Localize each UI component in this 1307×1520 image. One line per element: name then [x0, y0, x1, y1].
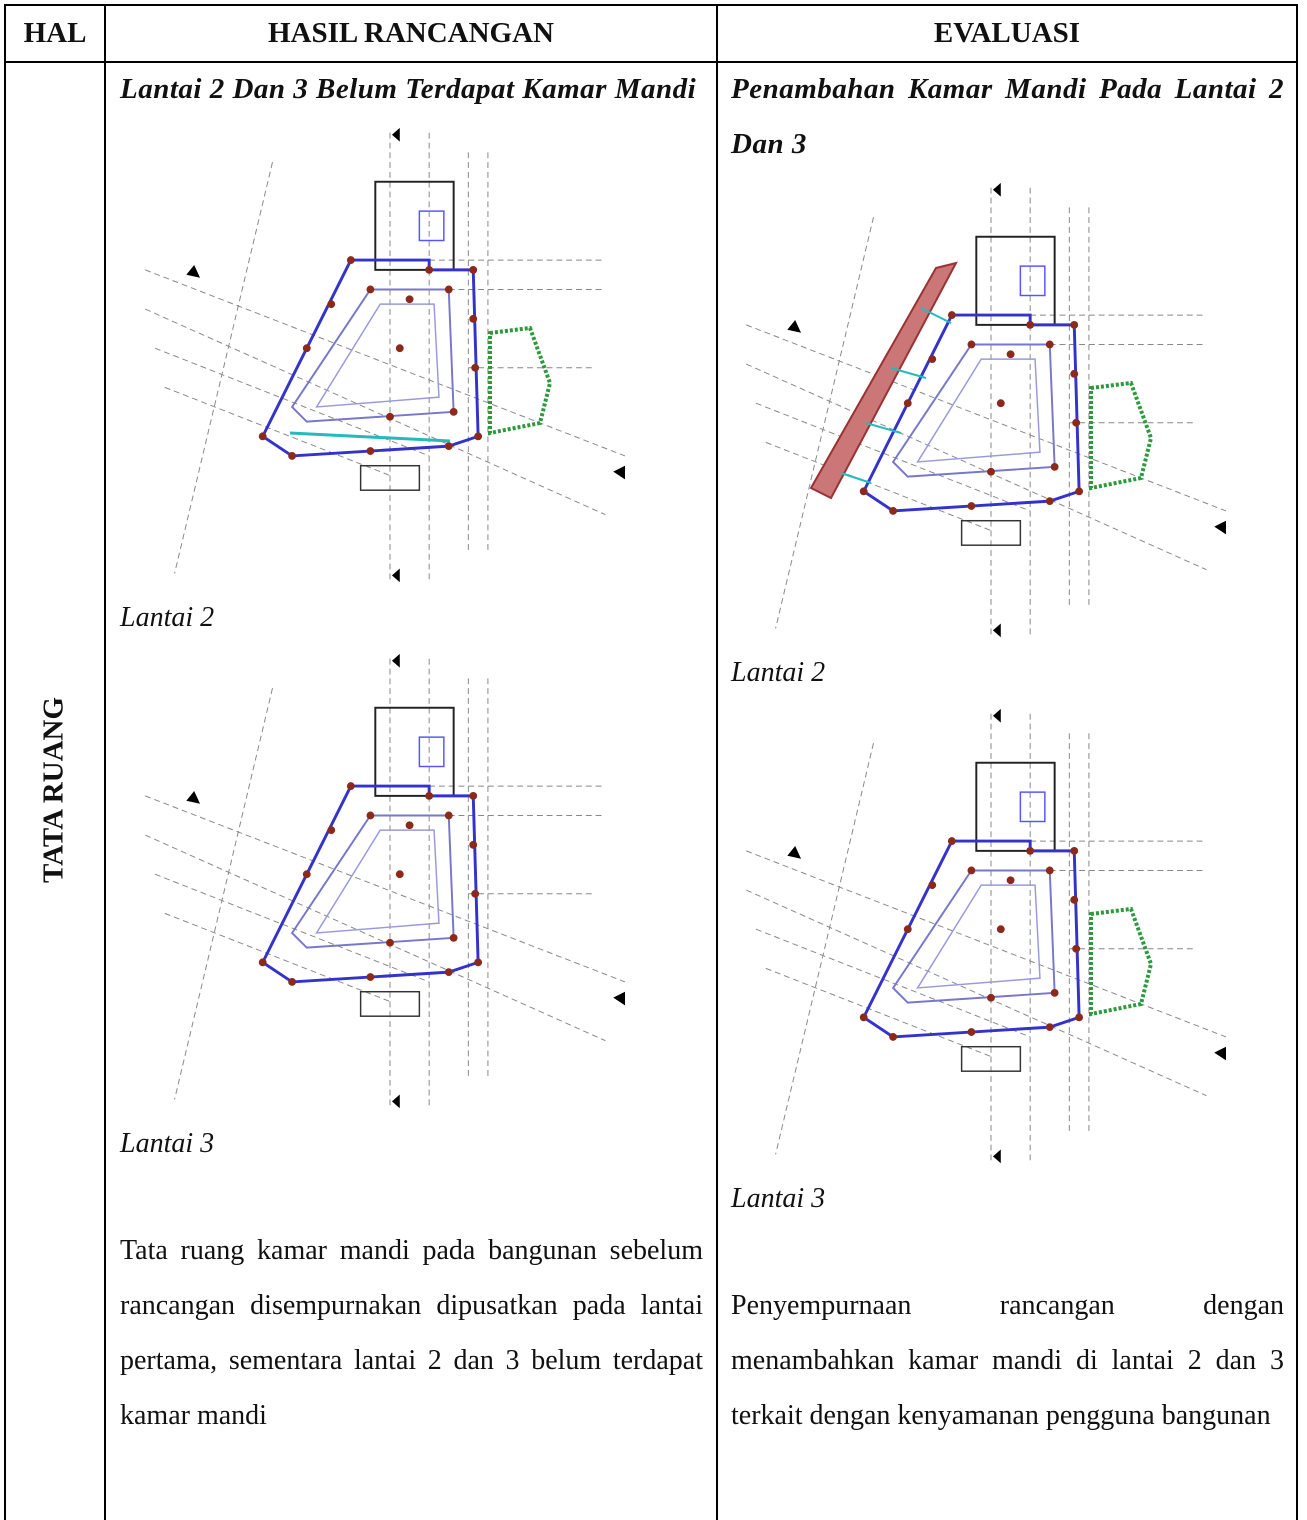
cell-description: Tata ruang kamar mandi pada bangunan seb…: [120, 1235, 703, 1431]
header-cell: HAL: [23, 16, 87, 49]
caption: Lantai 2: [120, 602, 215, 633]
floor-plan: [744, 181, 1228, 640]
header-cell: HASIL RANCANGAN: [267, 16, 554, 49]
table-border: [4, 4, 6, 1520]
cell-heading: Penambahan Kamar Mandi Pada Lantai 2 Dan…: [731, 73, 1284, 160]
caption: Lantai 2: [731, 657, 826, 688]
cell-heading: Lantai 2 Dan 3 Belum Terdapat Kamar Mand…: [120, 73, 697, 105]
table-border: [4, 61, 1298, 63]
floor-plan: [744, 707, 1228, 1166]
floor-plan: [143, 652, 627, 1111]
header-cell: EVALUASI: [933, 16, 1081, 49]
table-border: [716, 4, 718, 1520]
row-label: TATA RUANG: [37, 696, 70, 884]
cell-description: Penyempurnaan rancangan dengan menambahk…: [731, 1290, 1284, 1431]
caption: Lantai 3: [120, 1128, 215, 1159]
table-border: [4, 4, 1298, 6]
table-border: [104, 4, 106, 1520]
caption: Lantai 3: [731, 1183, 826, 1214]
table-border: [1296, 4, 1298, 1520]
after-cell: Penambahan Kamar Mandi Pada Lantai 2 Dan…: [731, 62, 1284, 1443]
before-cell: Lantai 2 Dan 3 Belum Terdapat Kamar Mand…: [120, 62, 703, 1443]
floor-plan: [143, 126, 627, 585]
